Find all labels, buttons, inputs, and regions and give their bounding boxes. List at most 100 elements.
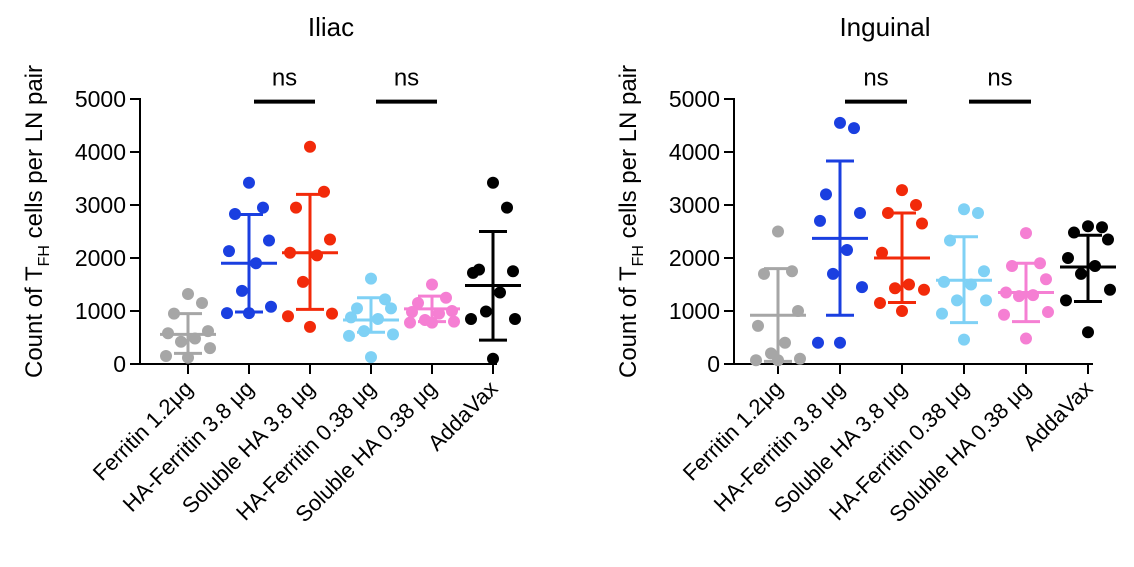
data-point bbox=[848, 122, 860, 135]
y-tick-label: 1000 bbox=[75, 298, 126, 324]
chart-title: Inguinal bbox=[839, 12, 930, 42]
data-point bbox=[223, 245, 235, 258]
data-point bbox=[282, 310, 294, 323]
data-point bbox=[326, 307, 338, 320]
data-point bbox=[1082, 220, 1094, 233]
data-point bbox=[263, 234, 275, 247]
data-point bbox=[446, 305, 458, 317]
data-point bbox=[896, 305, 908, 317]
data-point bbox=[876, 246, 888, 259]
data-point bbox=[1068, 226, 1080, 239]
data-point bbox=[958, 203, 970, 216]
data-point bbox=[1062, 252, 1074, 264]
y-tick-label: 5000 bbox=[75, 86, 126, 112]
data-point bbox=[487, 352, 499, 365]
y-tick-label: 2000 bbox=[75, 245, 126, 271]
data-point bbox=[978, 265, 990, 278]
data-point bbox=[257, 201, 269, 214]
data-point bbox=[387, 328, 399, 341]
data-point bbox=[182, 288, 194, 301]
data-point bbox=[918, 283, 930, 296]
y-tick-label: 0 bbox=[707, 351, 720, 377]
data-point bbox=[903, 278, 915, 291]
data-point bbox=[834, 336, 846, 349]
data-point bbox=[507, 265, 519, 278]
data-point bbox=[311, 249, 323, 262]
y-axis-label: Count of TFH cells per LN pair bbox=[21, 65, 53, 378]
data-point bbox=[758, 267, 770, 280]
data-point bbox=[951, 294, 963, 307]
data-point bbox=[404, 316, 416, 329]
data-point bbox=[938, 275, 950, 288]
y-tick-label: 4000 bbox=[75, 139, 126, 165]
data-point bbox=[998, 308, 1010, 321]
significance-label: ns bbox=[394, 65, 419, 92]
data-point bbox=[221, 307, 233, 320]
data-point bbox=[175, 335, 187, 348]
data-point bbox=[834, 116, 846, 129]
chart-panel-1: Iliac Count of TFH cells per LN pair 0 1000… bbox=[21, 12, 521, 527]
data-point bbox=[1040, 273, 1052, 286]
data-point bbox=[794, 352, 806, 365]
data-point bbox=[501, 201, 513, 214]
data-point bbox=[980, 294, 992, 307]
data-point bbox=[1075, 267, 1087, 280]
data-point bbox=[304, 320, 316, 333]
y-tick-label: 4000 bbox=[669, 139, 720, 165]
data-point bbox=[910, 199, 922, 211]
data-point bbox=[160, 350, 172, 363]
data-point bbox=[779, 336, 791, 349]
chart-title: Iliac bbox=[308, 12, 354, 42]
data-point bbox=[841, 244, 853, 257]
chart-panel-2: Inguinal Count of TFH cells per LN pair 0 1… bbox=[615, 12, 1116, 527]
y-tick-label: 3000 bbox=[75, 192, 126, 218]
data-point bbox=[351, 302, 363, 315]
data-point bbox=[448, 315, 460, 328]
data-point bbox=[916, 217, 928, 230]
data-point bbox=[1060, 294, 1072, 307]
y-tick-label: 0 bbox=[113, 351, 126, 377]
data-point bbox=[1082, 326, 1094, 339]
data-point bbox=[1027, 289, 1039, 302]
data-point bbox=[936, 307, 948, 320]
data-point bbox=[343, 329, 355, 342]
data-point bbox=[750, 354, 762, 367]
y-tick-label: 1000 bbox=[669, 298, 720, 324]
data-point bbox=[856, 281, 868, 294]
data-point bbox=[365, 272, 377, 285]
data-point bbox=[1104, 283, 1116, 296]
data-point bbox=[827, 267, 839, 280]
y-tick-label: 3000 bbox=[669, 192, 720, 218]
data-point bbox=[265, 300, 277, 313]
data-point bbox=[204, 342, 216, 355]
data-point bbox=[412, 297, 424, 310]
data-point bbox=[1096, 221, 1108, 234]
data-point bbox=[440, 291, 452, 304]
data-point bbox=[509, 312, 521, 325]
data-point bbox=[304, 140, 316, 153]
data-point bbox=[1006, 259, 1018, 272]
data-point bbox=[812, 336, 824, 349]
y-axis-label: Count of TFH cells per LN pair bbox=[615, 65, 647, 378]
data-point bbox=[385, 302, 397, 315]
data-point bbox=[1020, 227, 1032, 240]
significance-label: ns bbox=[272, 65, 297, 92]
data-point bbox=[426, 278, 438, 291]
y-tick-label: 2000 bbox=[669, 245, 720, 271]
y-tick-label: 5000 bbox=[669, 86, 720, 112]
data-point bbox=[1020, 332, 1032, 345]
data-point bbox=[874, 297, 886, 310]
x-tick-label: AddaVax bbox=[1018, 376, 1098, 456]
data-point bbox=[433, 307, 445, 320]
data-point bbox=[365, 351, 377, 364]
data-point bbox=[345, 311, 357, 324]
data-point bbox=[290, 201, 302, 214]
data-point bbox=[752, 319, 764, 332]
data-point bbox=[487, 176, 499, 189]
data-point bbox=[854, 206, 866, 219]
data-point bbox=[772, 225, 784, 238]
data-point bbox=[896, 184, 908, 197]
data-point bbox=[958, 333, 970, 346]
data-point bbox=[786, 265, 798, 278]
